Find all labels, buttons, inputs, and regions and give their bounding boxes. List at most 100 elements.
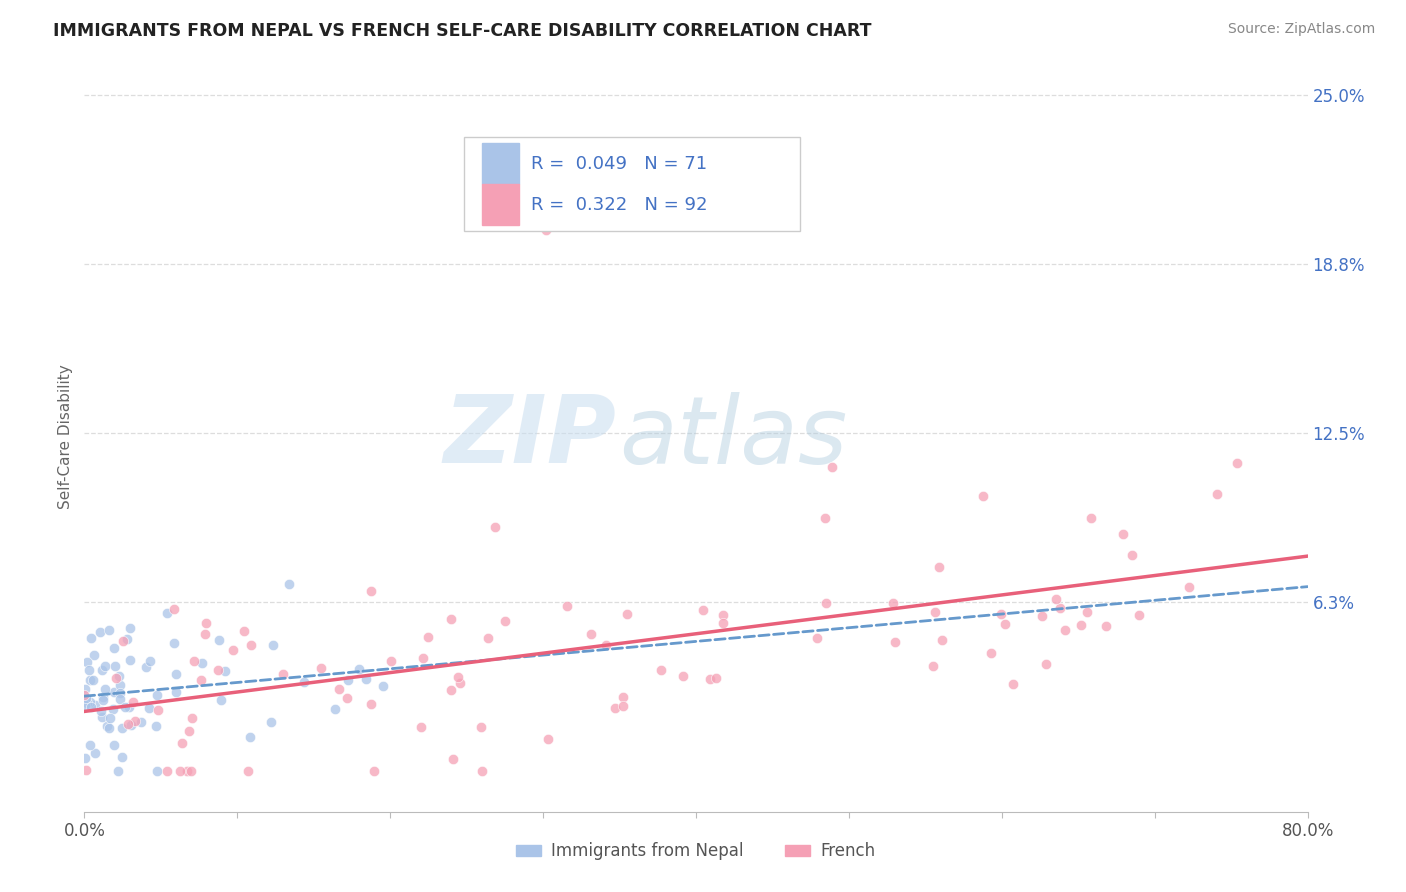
Point [1128,607,1150,622]
Point [108,678,131,692]
Point [354,672,377,686]
Point [883,635,905,649]
Point [138,654,160,668]
Point [214,664,236,678]
Point [412,651,434,665]
Point [990,607,1012,622]
Point [994,617,1017,632]
Text: Source: ZipAtlas.com: Source: ZipAtlas.com [1227,22,1375,37]
Point [440,683,463,698]
Point [89,625,111,640]
Point [1205,486,1227,500]
Point [471,764,494,779]
Point [972,489,994,503]
Point [704,671,727,685]
Point [1070,618,1092,632]
Point [83,648,105,663]
Point [484,520,506,534]
Point [180,764,202,779]
Point [98,721,121,735]
Point [124,714,146,729]
Point [1035,657,1057,671]
Point [612,698,634,713]
Point [371,680,394,694]
Point [165,685,187,699]
Point [692,603,714,617]
Point [169,764,191,779]
Point [79,695,101,709]
Point [380,654,402,668]
Y-axis label: Self-Care Disability: Self-Care Disability [58,365,73,509]
Point [262,638,284,652]
Point [1225,456,1247,470]
Point [79,663,101,677]
Point [111,721,134,735]
Legend: Immigrants from Nepal, French: Immigrants from Nepal, French [509,836,883,867]
Point [815,596,838,610]
Point [98,623,121,637]
Point [579,627,602,641]
Point [449,676,471,690]
Point [120,718,142,732]
Point [163,635,186,649]
Point [440,612,463,626]
Point [1112,527,1135,541]
Point [328,681,350,696]
Point [441,752,464,766]
Point [155,764,177,779]
Point [605,700,627,714]
Point [418,630,440,644]
Point [477,631,499,645]
Point [1095,619,1118,633]
Point [122,694,145,708]
Point [80,700,103,714]
Point [931,632,953,647]
FancyBboxPatch shape [482,184,519,226]
Point [195,615,218,630]
Point [236,764,259,779]
Point [138,701,160,715]
Point [616,607,638,621]
Point [73,698,96,712]
Point [360,698,382,712]
Text: R =  0.322   N = 92: R = 0.322 N = 92 [531,196,707,214]
Point [94,681,117,696]
Text: R =  0.049   N = 71: R = 0.049 N = 71 [531,154,707,172]
Point [699,673,721,687]
Point [96,719,118,733]
Point [110,686,132,700]
Point [76,655,98,669]
Point [84,746,107,760]
Point [148,702,170,716]
Point [190,673,212,687]
Point [73,751,96,765]
Point [612,690,634,705]
Point [814,511,837,525]
Text: IMMIGRANTS FROM NEPAL VS FRENCH SELF-CARE DISABILITY CORRELATION CHART: IMMIGRANTS FROM NEPAL VS FRENCH SELF-CAR… [53,22,872,40]
Point [470,720,492,734]
Point [447,669,470,683]
Point [156,607,179,621]
Point [209,692,232,706]
Point [650,664,672,678]
Point [1045,591,1067,606]
Point [1054,623,1077,637]
Point [595,638,617,652]
Point [145,718,167,732]
Point [311,661,333,675]
Point [336,691,359,706]
Point [118,699,141,714]
Point [711,616,734,631]
Point [271,667,294,681]
FancyBboxPatch shape [482,143,519,185]
FancyBboxPatch shape [464,137,800,231]
Point [239,731,262,745]
Point [117,716,139,731]
Point [170,736,193,750]
Point [349,662,371,676]
Point [980,646,1002,660]
Point [76,697,98,711]
Point [411,720,433,734]
Point [117,632,139,647]
Text: ZIP: ZIP [443,391,616,483]
